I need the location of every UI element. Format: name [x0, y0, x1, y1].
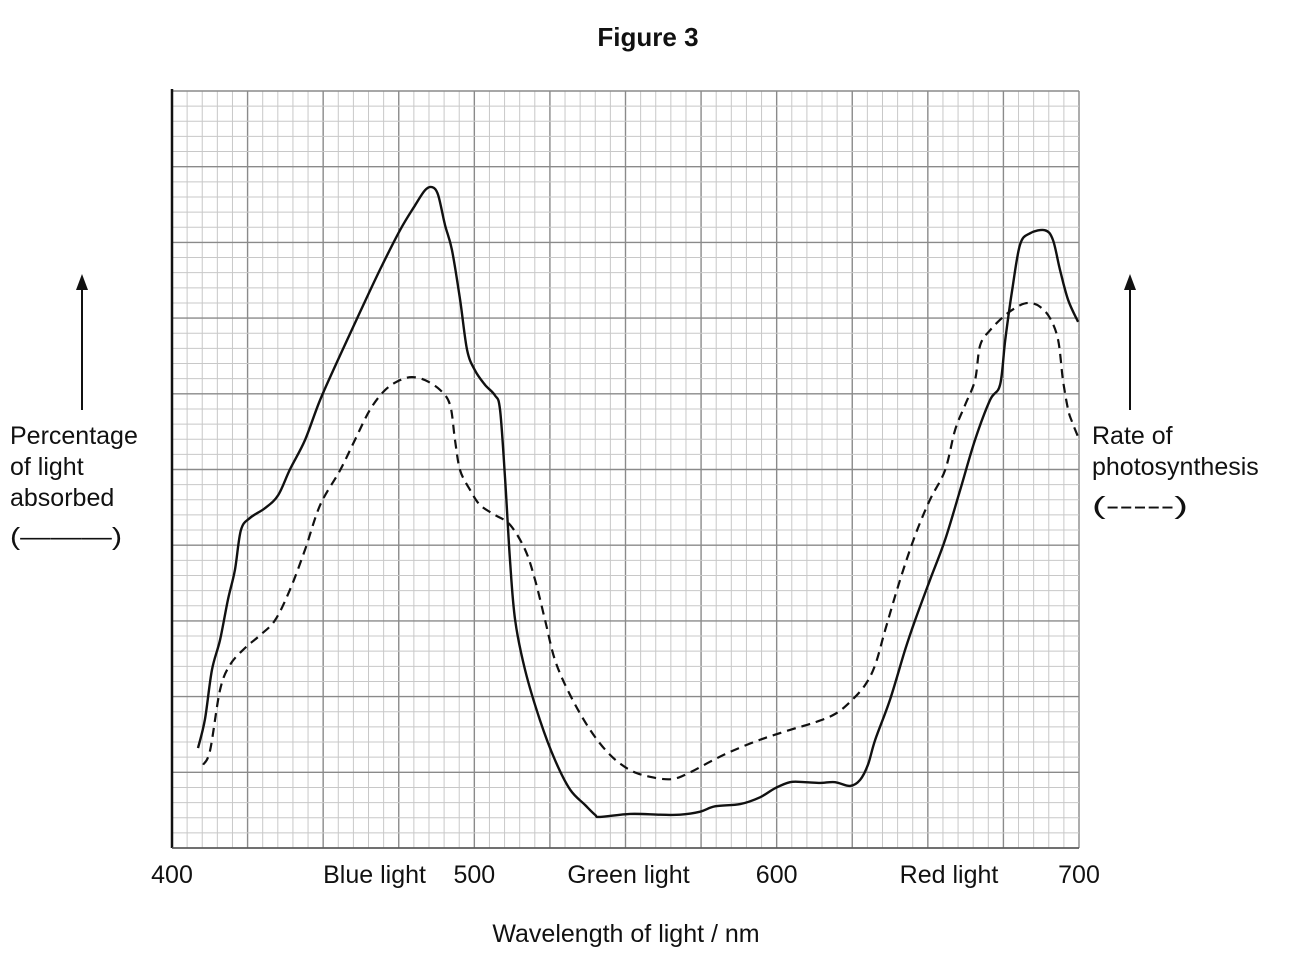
x-tick-label: 700 [1058, 861, 1100, 889]
left-label-legend: (———) [10, 523, 122, 551]
left-label-line-3: absorbed [10, 484, 114, 512]
x-axis-label: Wavelength of light / nm [492, 920, 759, 948]
grid [170, 89, 1080, 849]
right-label-line-2: photosynthesis [1092, 453, 1259, 481]
x-region-label: Green light [567, 861, 689, 889]
left-label-line-2: of light [10, 453, 84, 481]
right-axis-label: Rate of photosynthesis (-----) [1092, 274, 1259, 520]
x-region-labels: Blue light Green light Red light [323, 861, 998, 889]
arrowhead-right [1124, 274, 1136, 290]
arrowhead-left [76, 274, 88, 290]
x-tick-label: 400 [151, 861, 193, 889]
left-axis-label: Percentage of light absorbed (———) [10, 274, 138, 551]
x-tick-labels: 400 500 600 700 [151, 861, 1100, 889]
right-label-legend: (-----) [1092, 492, 1188, 520]
series-group [196, 185, 1080, 819]
x-region-label: Red light [900, 861, 999, 889]
x-region-label: Blue light [323, 861, 426, 889]
right-label-line-1: Rate of [1092, 422, 1173, 450]
x-tick-label: 500 [453, 861, 495, 889]
x-tick-label: 600 [756, 861, 798, 889]
chart-title: Figure 3 [597, 22, 698, 52]
left-label-line-1: Percentage [10, 422, 138, 450]
series-line-light-absorbed [196, 185, 1080, 819]
